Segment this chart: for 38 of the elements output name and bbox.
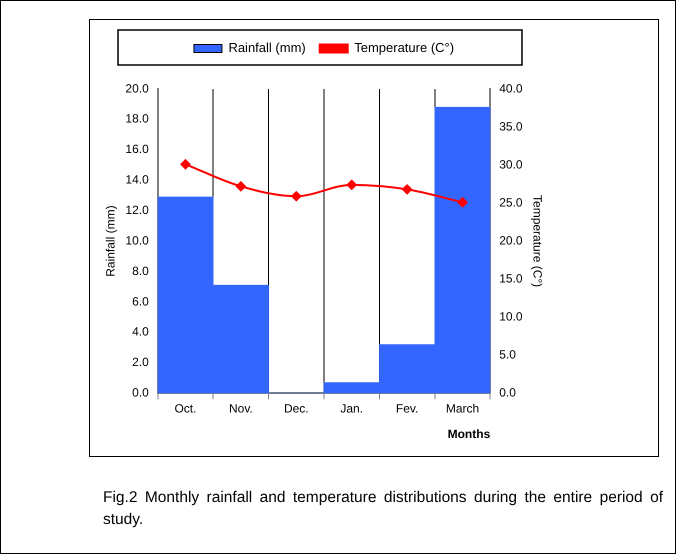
y2-tick-label: 20.0 — [499, 233, 523, 248]
y2-tick-label: 5.0 — [499, 347, 516, 362]
y-tick-label: 16.0 — [125, 142, 150, 156]
y2-tick-label: 10.0 — [499, 309, 523, 324]
y-tick-label: 2.0 — [132, 355, 150, 370]
x-tick-label: Nov. — [228, 402, 253, 416]
x-tick-label: Oct. — [174, 402, 196, 416]
y-tick-label: 4.0 — [132, 324, 150, 339]
x-tick-label: Fev. — [396, 402, 418, 416]
y2-tick-label: 30.0 — [499, 157, 523, 172]
y-tick-label: 0.0 — [132, 386, 150, 400]
y-tick-label: 8.0 — [132, 264, 150, 278]
y-tick-label: 12.0 — [125, 202, 150, 217]
y-tick-label: 18.0 — [125, 112, 150, 126]
x-tick-label: Dec. — [284, 402, 309, 416]
legend-label: Temperature (C°) — [354, 40, 454, 56]
y2-tick-label: 15.0 — [499, 271, 523, 286]
point — [402, 184, 412, 194]
x-tick-label: Jan. — [340, 402, 364, 416]
legend-label: Rainfall (mm) — [228, 40, 306, 56]
caption: Fig.2 Monthly rainfall and temperature distributions during the entire period of study. — [103, 488, 663, 530]
x-axis-title: Months — [448, 427, 491, 442]
y-tick-label: 14.0 — [125, 172, 150, 187]
y-tick-label: 20.0 — [125, 81, 150, 96]
point — [458, 197, 468, 208]
point — [291, 191, 302, 202]
y2-tick-label: 35.0 — [499, 119, 523, 134]
y-tick-label: 10.0 — [125, 233, 150, 248]
point — [346, 180, 357, 190]
y-tick-label: 6.0 — [132, 294, 150, 308]
point — [180, 159, 190, 170]
y2-tick-label: 40.0 — [499, 81, 523, 96]
x-tick-label: March — [446, 402, 480, 416]
y-axis-title: Rainfall (mm) — [104, 205, 118, 277]
y2-tick-label: 25.0 — [499, 195, 523, 210]
point — [236, 181, 246, 192]
y2-axis-title: Temperature (C°) — [530, 195, 544, 288]
y2-tick-label: 0.0 — [499, 386, 516, 400]
